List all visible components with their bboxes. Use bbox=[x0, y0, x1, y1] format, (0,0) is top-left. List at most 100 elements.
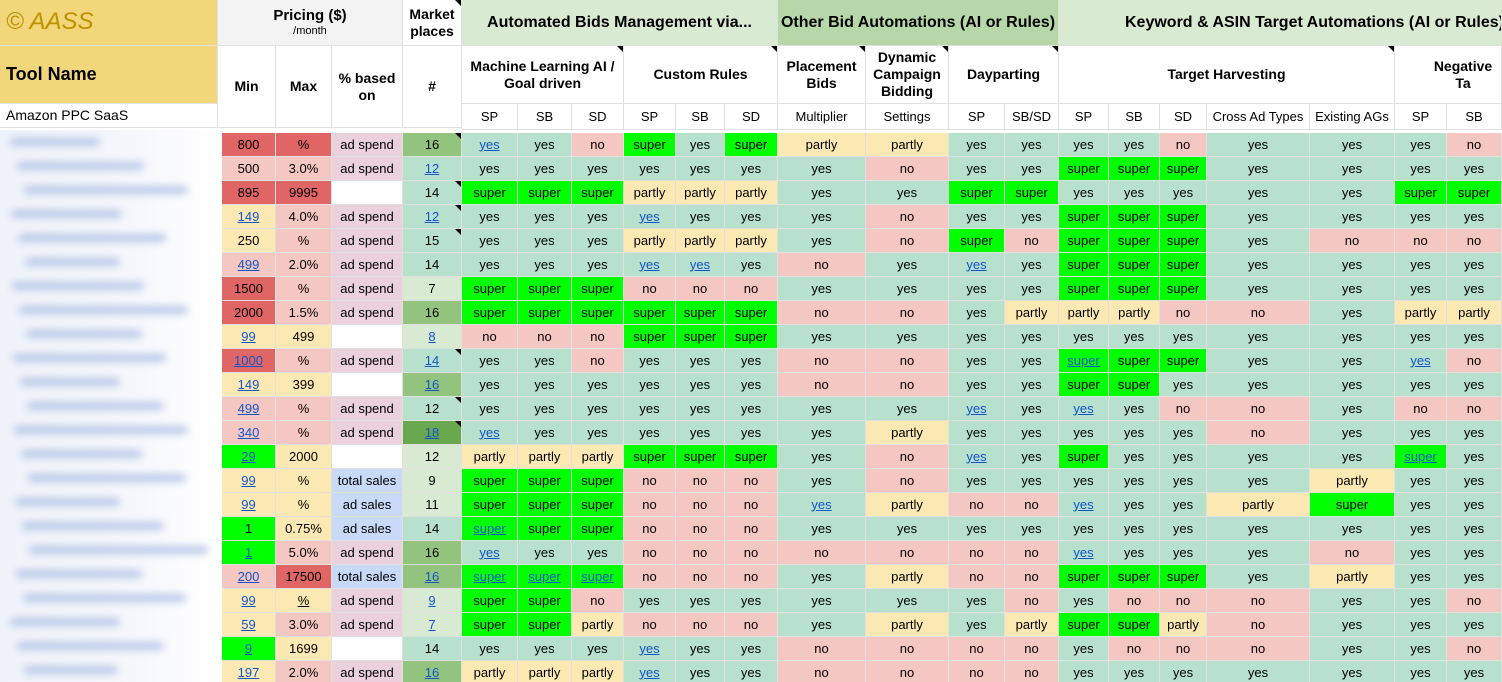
price-max-cell[interactable]: 5.0% bbox=[276, 541, 332, 565]
feature-cell[interactable]: no bbox=[1005, 589, 1059, 613]
price-basis-cell[interactable]: total sales bbox=[332, 469, 403, 493]
feature-cell[interactable]: no bbox=[1207, 613, 1310, 637]
marketplaces-cell[interactable]: 14 bbox=[403, 349, 462, 373]
feature-cell[interactable]: no bbox=[1005, 229, 1059, 253]
feature-cell[interactable]: super bbox=[462, 613, 518, 637]
feature-cell[interactable]: yes bbox=[949, 421, 1005, 445]
feature-cell[interactable]: super bbox=[949, 181, 1005, 205]
price-max-cell[interactable]: % bbox=[276, 421, 332, 445]
feature-cell[interactable]: yes bbox=[462, 637, 518, 661]
feature-cell[interactable]: yes bbox=[1160, 493, 1207, 517]
feature-value-link[interactable]: yes bbox=[639, 256, 660, 272]
price-min-cell[interactable]: 9 bbox=[222, 637, 276, 661]
price-min-link[interactable]: 99 bbox=[241, 472, 256, 488]
feature-cell[interactable]: super bbox=[572, 565, 624, 589]
feature-cell[interactable]: yes bbox=[1160, 661, 1207, 682]
col-pct-header[interactable]: % based on bbox=[332, 46, 403, 128]
price-max-cell[interactable]: 1699 bbox=[276, 637, 332, 661]
price-min-link[interactable]: 340 bbox=[237, 424, 260, 440]
feature-cell[interactable]: partly bbox=[1207, 493, 1310, 517]
feature-cell[interactable]: yes bbox=[1059, 661, 1109, 682]
feature-cell[interactable]: yes bbox=[1059, 133, 1109, 157]
feature-cell[interactable]: super bbox=[1109, 205, 1160, 229]
price-max-cell[interactable]: % bbox=[276, 397, 332, 421]
price-basis-cell[interactable]: ad spend bbox=[332, 157, 403, 181]
feature-cell[interactable]: no bbox=[1005, 661, 1059, 682]
feature-cell[interactable]: super bbox=[462, 469, 518, 493]
feature-cell[interactable]: no bbox=[676, 469, 725, 493]
feature-cell[interactable]: super bbox=[1005, 181, 1059, 205]
feature-cell[interactable]: yes bbox=[462, 133, 518, 157]
feature-cell[interactable]: yes bbox=[949, 613, 1005, 637]
sub-dayparting[interactable]: Dayparting bbox=[949, 46, 1059, 104]
feature-cell[interactable]: yes bbox=[1005, 253, 1059, 277]
feature-cell[interactable]: yes bbox=[1395, 277, 1447, 301]
marketplaces-link[interactable]: 16 bbox=[424, 664, 440, 680]
price-max-cell[interactable]: 3.0% bbox=[276, 613, 332, 637]
price-min-cell[interactable]: 2000 bbox=[222, 301, 276, 325]
marketplaces-cell[interactable]: 16 bbox=[403, 541, 462, 565]
feature-cell[interactable]: super bbox=[1160, 349, 1207, 373]
feature-cell[interactable]: super bbox=[1059, 277, 1109, 301]
price-max-cell[interactable]: 17500 bbox=[276, 565, 332, 589]
price-min-cell[interactable]: 1 bbox=[222, 517, 276, 541]
feature-cell[interactable]: super bbox=[518, 517, 572, 541]
price-basis-cell[interactable]: ad spend bbox=[332, 277, 403, 301]
feature-cell[interactable]: yes bbox=[624, 349, 676, 373]
feature-cell[interactable]: no bbox=[1447, 229, 1502, 253]
feature-cell[interactable]: super bbox=[572, 469, 624, 493]
feature-cell[interactable]: yes bbox=[949, 349, 1005, 373]
feature-cell[interactable]: yes bbox=[462, 349, 518, 373]
feature-cell[interactable]: super bbox=[1395, 181, 1447, 205]
feature-cell[interactable]: super bbox=[462, 277, 518, 301]
feature-cell[interactable]: no bbox=[725, 493, 778, 517]
feature-value-link[interactable]: super bbox=[473, 520, 506, 536]
feature-value-link[interactable]: yes bbox=[689, 256, 711, 272]
feature-value-link[interactable]: yes bbox=[1073, 544, 1094, 560]
feature-cell[interactable]: yes bbox=[624, 637, 676, 661]
price-min-cell[interactable]: 99 bbox=[222, 469, 276, 493]
price-min-link[interactable]: 29 bbox=[241, 448, 256, 464]
feature-cell[interactable]: yes bbox=[1310, 517, 1395, 541]
feature-cell[interactable]: yes bbox=[866, 277, 949, 301]
feature-cell[interactable]: yes bbox=[949, 397, 1005, 421]
feature-cell[interactable]: partly bbox=[1310, 469, 1395, 493]
feature-cell[interactable]: yes bbox=[778, 277, 866, 301]
feature-cell[interactable]: yes bbox=[725, 253, 778, 277]
price-max-cell[interactable]: 2.0% bbox=[276, 661, 332, 682]
price-min-cell[interactable]: 895 bbox=[222, 181, 276, 205]
feature-cell[interactable]: yes bbox=[1395, 469, 1447, 493]
feature-cell[interactable]: no bbox=[1005, 637, 1059, 661]
feature-cell[interactable]: super bbox=[1160, 565, 1207, 589]
marketplaces-link[interactable]: 8 bbox=[428, 328, 436, 344]
price-basis-cell[interactable]: ad spend bbox=[332, 661, 403, 682]
feature-cell[interactable]: partly bbox=[725, 229, 778, 253]
price-basis-cell[interactable] bbox=[332, 637, 403, 661]
price-min-link[interactable]: 149 bbox=[237, 208, 260, 224]
feature-cell[interactable]: yes bbox=[1109, 325, 1160, 349]
marketplaces-cell[interactable]: 9 bbox=[403, 589, 462, 613]
feature-cell[interactable]: yes bbox=[949, 157, 1005, 181]
feature-cell[interactable]: super bbox=[1109, 253, 1160, 277]
feature-cell[interactable]: no bbox=[676, 277, 725, 301]
feature-cell[interactable]: no bbox=[624, 613, 676, 637]
price-max-cell[interactable]: % bbox=[276, 277, 332, 301]
feature-cell[interactable]: yes bbox=[1447, 469, 1502, 493]
feature-cell[interactable]: yes bbox=[1109, 493, 1160, 517]
feature-cell[interactable]: no bbox=[725, 613, 778, 637]
feature-cell[interactable]: super bbox=[518, 493, 572, 517]
feature-cell[interactable]: yes bbox=[1395, 157, 1447, 181]
feature-cell[interactable]: yes bbox=[725, 661, 778, 682]
price-min-link[interactable]: 200 bbox=[237, 568, 260, 584]
feature-cell[interactable]: yes bbox=[725, 349, 778, 373]
ad-type-header-5[interactable]: SD bbox=[725, 104, 778, 130]
price-max-cell[interactable]: 9995 bbox=[276, 181, 332, 205]
feature-cell[interactable]: no bbox=[778, 541, 866, 565]
feature-cell[interactable]: no bbox=[676, 613, 725, 637]
price-min-link[interactable]: 149 bbox=[237, 376, 260, 392]
feature-cell[interactable]: yes bbox=[866, 517, 949, 541]
feature-cell[interactable]: no bbox=[1109, 589, 1160, 613]
feature-cell[interactable]: yes bbox=[1395, 613, 1447, 637]
feature-cell[interactable]: super bbox=[1059, 349, 1109, 373]
feature-cell[interactable]: super bbox=[572, 493, 624, 517]
